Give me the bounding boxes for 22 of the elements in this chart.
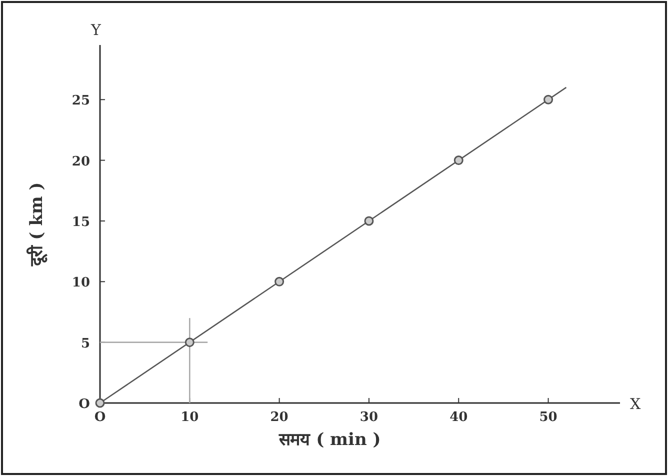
text: Y bbox=[90, 21, 102, 39]
y-tick-label: 20 bbox=[72, 154, 90, 170]
x-tick-label: 20 bbox=[270, 410, 288, 425]
x-axis-title: समय ( min ) bbox=[278, 430, 381, 450]
y-tick-label: 5 bbox=[80, 336, 90, 352]
y-axis-title: दूरी ( km ) bbox=[26, 182, 48, 267]
point bbox=[364, 216, 374, 226]
y-tick-label: 15 bbox=[72, 214, 90, 230]
x-tick-label: 40 bbox=[450, 410, 468, 425]
text: X bbox=[630, 395, 641, 413]
point bbox=[184, 338, 194, 348]
x-tick-label: 10 bbox=[180, 410, 199, 425]
y-tick-label: 10 bbox=[72, 276, 90, 291]
point bbox=[274, 276, 284, 286]
x-tick-label: 30 bbox=[360, 410, 378, 425]
point bbox=[544, 94, 554, 104]
x-tick-label: O bbox=[94, 410, 106, 425]
x-tick-label: 50 bbox=[539, 410, 558, 425]
y-tick-label: O bbox=[78, 397, 90, 412]
point bbox=[95, 398, 105, 408]
y-tick-label: 25 bbox=[72, 94, 90, 109]
point bbox=[454, 156, 464, 166]
